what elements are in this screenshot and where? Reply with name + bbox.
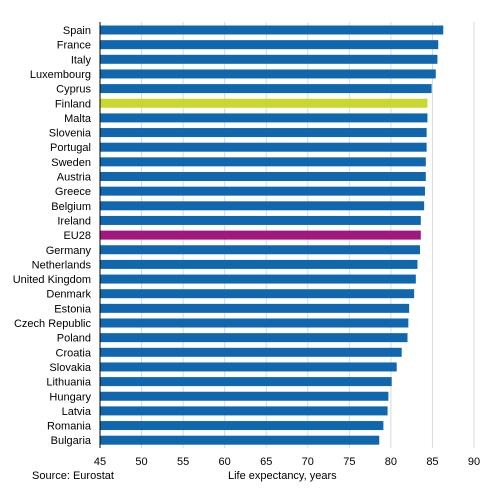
x-tick-label: 45 bbox=[94, 456, 106, 468]
category-label: Austria bbox=[57, 172, 92, 184]
x-tick-label: 85 bbox=[426, 456, 438, 468]
category-label: Portugal bbox=[50, 142, 91, 154]
category-label: Romania bbox=[47, 421, 92, 433]
bar bbox=[100, 69, 436, 79]
category-label: Spain bbox=[63, 25, 91, 37]
bar bbox=[100, 435, 380, 445]
category-label: United Kingdom bbox=[13, 274, 91, 286]
category-label: Italy bbox=[71, 54, 92, 66]
bar bbox=[100, 128, 427, 138]
category-label: Slovakia bbox=[49, 362, 91, 374]
bar bbox=[100, 362, 397, 372]
category-label: Lithuania bbox=[46, 377, 92, 389]
bar bbox=[100, 347, 402, 357]
category-label: France bbox=[57, 40, 91, 52]
bar bbox=[100, 186, 425, 196]
category-label: Ireland bbox=[57, 215, 91, 227]
bar bbox=[100, 259, 418, 269]
bar bbox=[100, 25, 444, 35]
category-label: Estonia bbox=[54, 303, 92, 315]
x-tick-label: 70 bbox=[302, 456, 314, 468]
bar bbox=[100, 230, 421, 240]
x-axis-label: Life expectancy, years bbox=[228, 470, 337, 482]
bars bbox=[100, 25, 444, 445]
category-label: Poland bbox=[57, 333, 91, 345]
x-tick-label: 75 bbox=[343, 456, 355, 468]
x-tick-label: 55 bbox=[177, 456, 189, 468]
x-tick-label: 80 bbox=[385, 456, 397, 468]
bar bbox=[100, 201, 425, 211]
bar bbox=[100, 289, 415, 299]
category-label: Luxembourg bbox=[30, 69, 91, 81]
x-tick-label: 50 bbox=[135, 456, 147, 468]
bar bbox=[100, 40, 439, 50]
category-label: Belgium bbox=[51, 201, 91, 213]
x-tick-label: 65 bbox=[260, 456, 272, 468]
bar bbox=[100, 421, 384, 431]
bar bbox=[100, 113, 428, 123]
category-labels: Spain France Italy Luxembourg Cyprus Finland M… bbox=[13, 25, 92, 447]
x-tick-label: 60 bbox=[219, 456, 231, 468]
category-label: EU28 bbox=[63, 230, 91, 242]
bar bbox=[100, 318, 409, 328]
category-label: Slovenia bbox=[49, 128, 92, 140]
x-tick-labels: 45 50 55 60 65 70 75 80 85 90 bbox=[94, 456, 480, 468]
category-label: Cyprus bbox=[56, 84, 91, 96]
bar bbox=[100, 98, 428, 108]
bar bbox=[100, 172, 426, 181]
bar bbox=[100, 84, 432, 94]
source-note: Source: Eurostat bbox=[32, 470, 114, 482]
bar bbox=[100, 303, 410, 313]
bar bbox=[100, 274, 416, 284]
bar bbox=[100, 406, 388, 416]
bar bbox=[100, 245, 420, 255]
category-label: Finland bbox=[55, 98, 91, 110]
category-label: Denmark bbox=[46, 289, 91, 301]
x-tick-label: 90 bbox=[468, 456, 480, 468]
bar bbox=[100, 377, 392, 387]
category-label: Bulgaria bbox=[51, 435, 92, 447]
bar bbox=[100, 54, 438, 64]
bar bbox=[100, 157, 426, 167]
bar bbox=[100, 142, 427, 152]
category-label: Hungary bbox=[49, 391, 91, 403]
category-label: Latvia bbox=[62, 406, 92, 418]
category-label: Croatia bbox=[56, 347, 92, 359]
category-label: Greece bbox=[55, 186, 91, 198]
bar bbox=[100, 391, 389, 401]
category-label: Germany bbox=[46, 245, 92, 257]
category-label: Sweden bbox=[51, 157, 91, 169]
bar bbox=[100, 333, 408, 343]
category-label: Netherlands bbox=[32, 259, 92, 271]
category-label: Malta bbox=[64, 113, 92, 125]
category-label: Czech Republic bbox=[14, 318, 92, 330]
bar bbox=[100, 215, 421, 225]
